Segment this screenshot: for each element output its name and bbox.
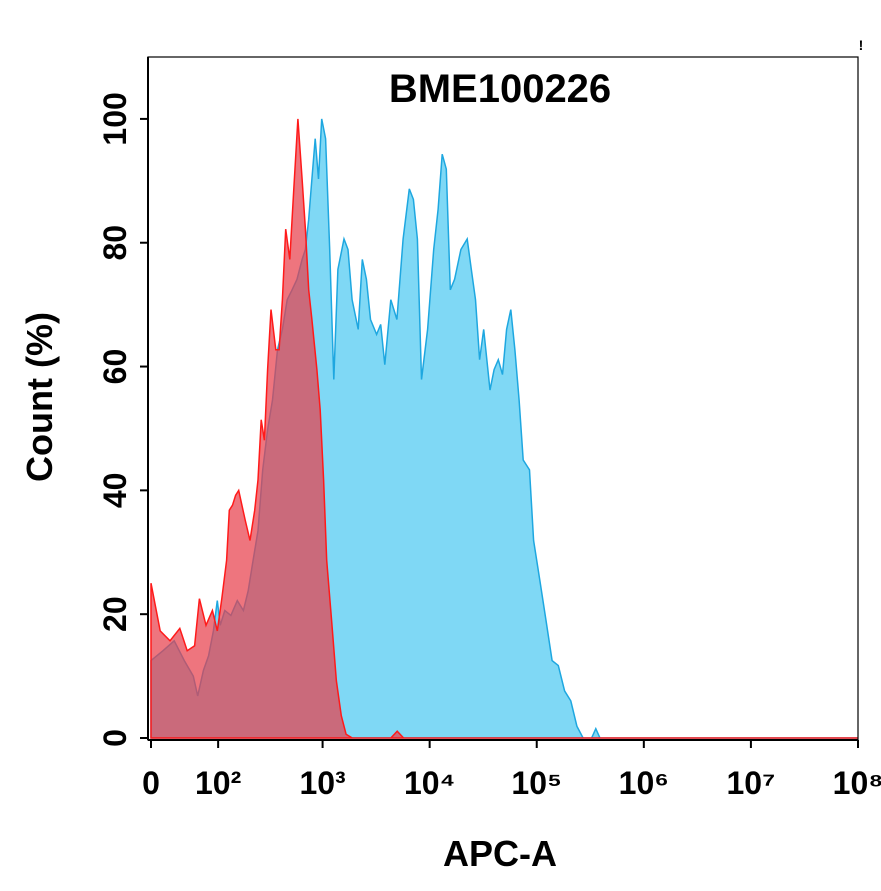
- annotation: !: [859, 37, 864, 53]
- chart-title: BME100226: [389, 67, 611, 111]
- y-tick-label: 40: [97, 473, 133, 509]
- y-tick-label: 80: [97, 225, 133, 261]
- y-axis-label: Count (%): [19, 312, 60, 482]
- y-tick-label: 100: [97, 92, 133, 145]
- x-tick-label: 10²: [195, 765, 241, 801]
- y-tick-label: 60: [97, 349, 133, 385]
- y-tick-label: 0: [97, 729, 133, 747]
- x-tick-label: 10³: [299, 765, 345, 801]
- x-tick-label: 10⁸: [833, 765, 881, 801]
- x-tick-label: 10⁵: [511, 765, 562, 801]
- y-tick-label: 20: [97, 596, 133, 632]
- x-tick-label: 10⁶: [619, 765, 669, 801]
- x-axis-label: APC-A: [443, 833, 557, 874]
- x-tick-label: 0: [142, 765, 160, 801]
- x-tick-label: 10⁷: [727, 765, 776, 801]
- x-tick-label: 10⁴: [404, 765, 455, 801]
- histogram-area: [150, 118, 858, 739]
